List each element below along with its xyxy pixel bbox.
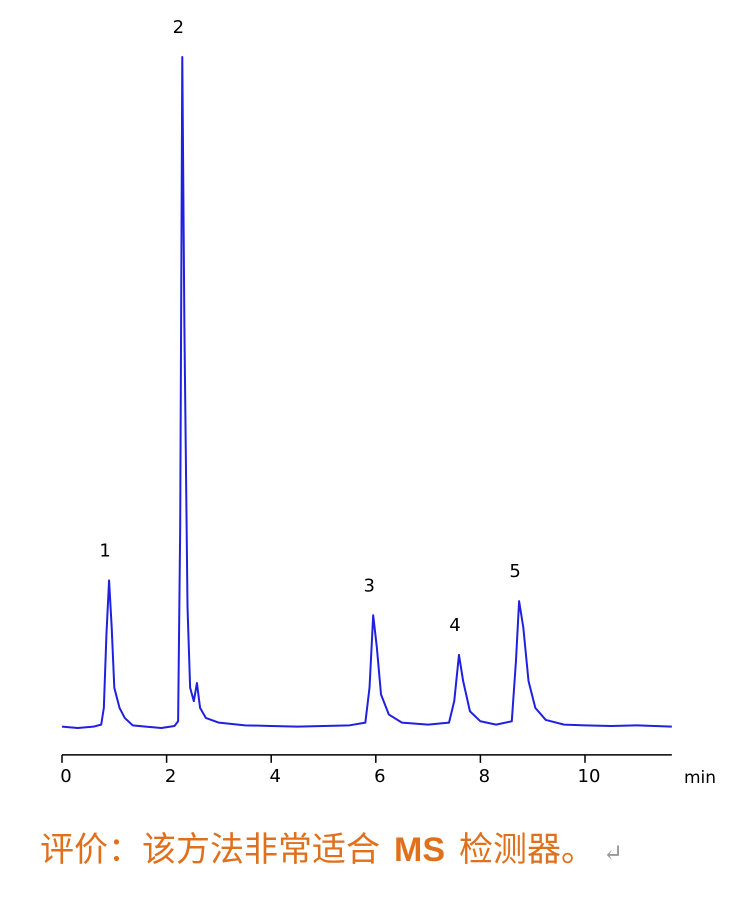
x-axis-label: min [684, 768, 716, 788]
peak-label: 5 [509, 561, 520, 582]
x-tick-label: 6 [374, 766, 385, 787]
chart: 0 2 4 6 8 10 min 1 2 3 4 5 [60, 17, 716, 788]
x-tick-label: 0 [60, 766, 71, 787]
x-tick-label: 2 [165, 766, 176, 787]
return-mark: ↵ [603, 839, 624, 867]
trace [61, 56, 672, 729]
x-tick-label: 8 [479, 766, 490, 787]
caption-text: 评价：该方法非常适合 [40, 830, 380, 870]
caption: 评价：该方法非常适合 MS 检测器。 ↵ [40, 822, 623, 871]
x-tick-label: 4 [269, 766, 280, 787]
caption-text: 检测器。 [459, 830, 595, 870]
peak-label: 1 [99, 540, 110, 561]
peak-label: 2 [173, 17, 184, 38]
caption-ms: MS [394, 831, 445, 869]
x-tick-label: 10 [578, 766, 601, 787]
peak-label: 4 [449, 615, 460, 636]
peak-label: 3 [363, 575, 374, 596]
